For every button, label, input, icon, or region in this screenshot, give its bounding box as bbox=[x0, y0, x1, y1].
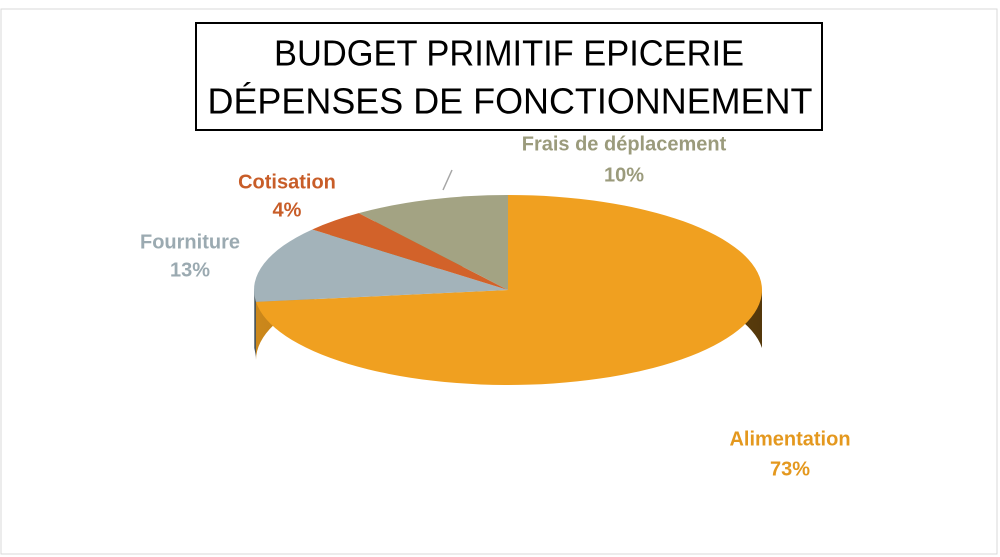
data-label-name: Frais de déplacement bbox=[522, 133, 727, 155]
data-label-name: Cotisation bbox=[238, 171, 336, 193]
data-label-name: Fourniture bbox=[140, 231, 240, 253]
data-label-value: 73% bbox=[770, 458, 810, 480]
pie-slice bbox=[312, 213, 508, 290]
title-box bbox=[195, 22, 823, 131]
pie-slice-side bbox=[254, 290, 257, 360]
pie-slice bbox=[254, 229, 508, 302]
pie-slice bbox=[358, 195, 508, 290]
data-label-value: 10% bbox=[604, 164, 644, 186]
data-label-name: Alimentation bbox=[729, 428, 850, 450]
chart-title: DÉPENSES DE FONCTIONNEMENT bbox=[208, 81, 813, 122]
data-label-value: 4% bbox=[273, 199, 302, 221]
pie-slice bbox=[256, 195, 763, 385]
data-label-value: 13% bbox=[170, 259, 210, 281]
chart-title: BUDGET PRIMITIF EPICERIE bbox=[274, 33, 744, 74]
leader-line bbox=[442, 169, 453, 191]
